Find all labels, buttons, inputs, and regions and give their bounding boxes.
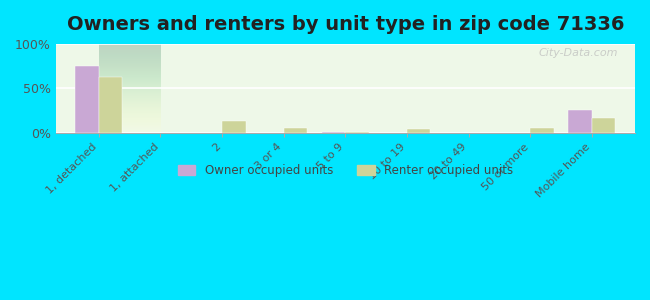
Bar <box>284 128 307 133</box>
Title: Owners and renters by unit type in zip code 71336: Owners and renters by unit type in zip c… <box>66 15 624 34</box>
Bar <box>75 66 99 133</box>
Bar <box>592 118 616 133</box>
Text: City-Data.com: City-Data.com <box>538 48 617 58</box>
Bar <box>530 128 554 133</box>
Bar <box>407 129 430 133</box>
Bar <box>322 132 345 133</box>
Bar <box>99 77 122 133</box>
Bar <box>345 132 369 133</box>
Bar <box>569 110 592 133</box>
Bar <box>222 121 246 133</box>
Legend: Owner occupied units, Renter occupied units: Owner occupied units, Renter occupied un… <box>173 159 518 182</box>
